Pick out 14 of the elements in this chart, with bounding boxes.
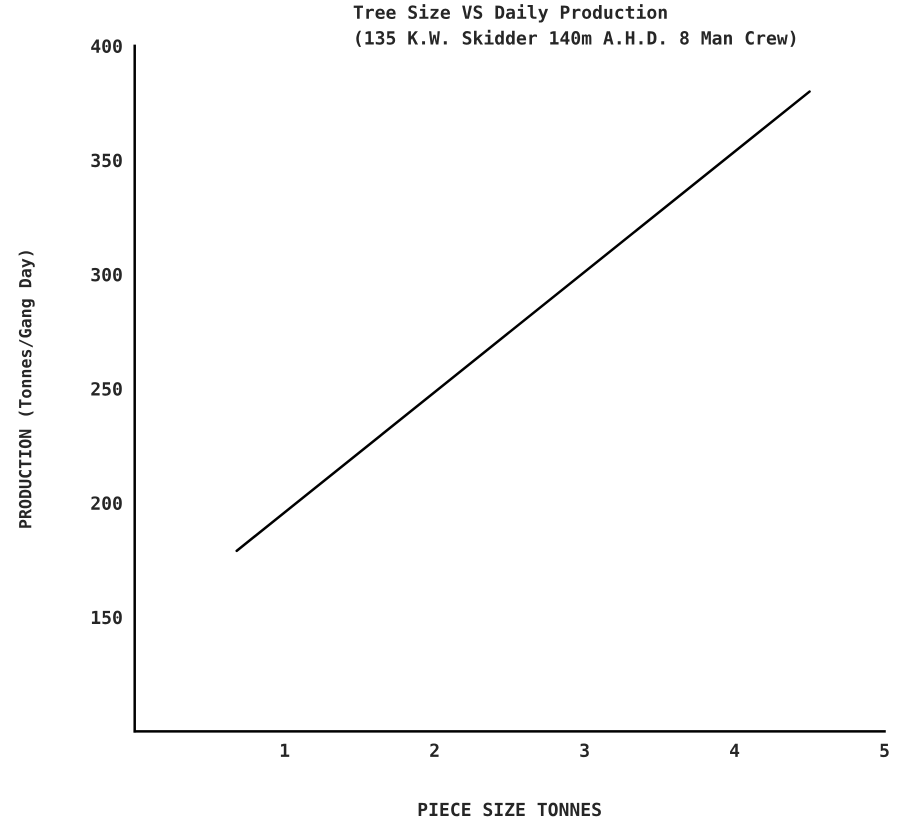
chart-title: Tree Size VS Daily Production (135 K.W. Skidder 140m A.H.D. 8 Man Crew)	[354, 4, 796, 47]
y-tick-label: 350	[91, 154, 122, 168]
x-tick-label: 4	[730, 744, 740, 757]
x-axis-title: PIECE SIZE TONNES	[418, 802, 601, 816]
y-tick-label: 400	[91, 39, 122, 53]
x-tick-label: 2	[430, 743, 439, 757]
y-tick-label: 200	[91, 496, 122, 510]
y-tick-label: 300	[91, 268, 122, 282]
y-axis-title: PRODUCTION (Tonnes/Gang Day)	[18, 251, 35, 528]
x-tick-label: 5	[880, 744, 889, 758]
y-tick-label: 150	[92, 610, 122, 624]
x-tick-label: 3	[580, 743, 589, 758]
y-tick-label: 250	[91, 382, 122, 396]
x-tick-label: 1	[280, 744, 290, 757]
